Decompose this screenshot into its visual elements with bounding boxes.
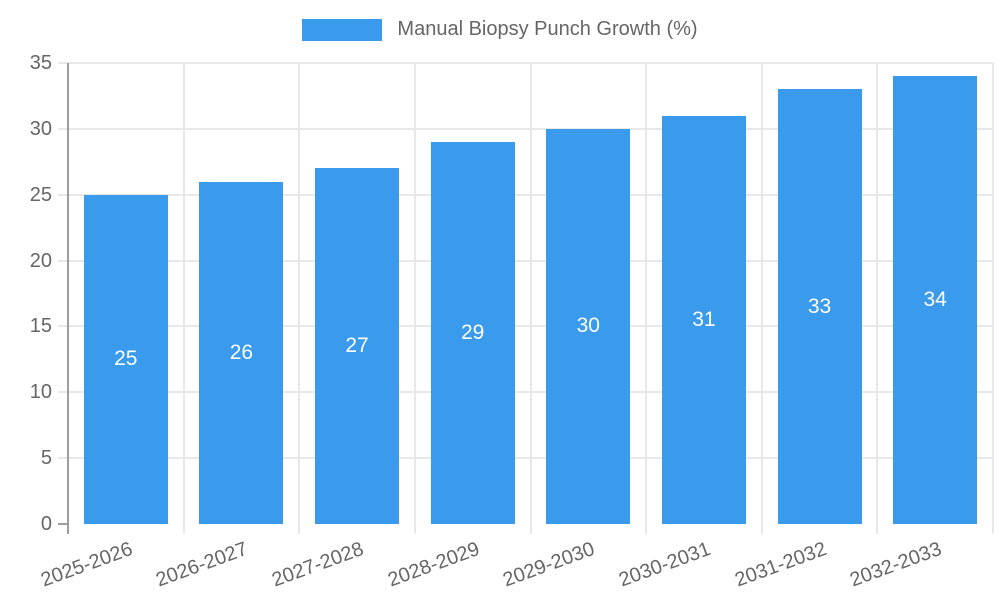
x-tick bbox=[298, 524, 301, 534]
y-tick bbox=[58, 325, 68, 328]
y-tick bbox=[58, 457, 68, 460]
y-tick-label: 25 bbox=[29, 183, 52, 206]
x-tick bbox=[529, 524, 532, 534]
y-tick bbox=[58, 193, 68, 196]
x-gridline bbox=[645, 63, 648, 524]
bar-value-label: 31 bbox=[692, 307, 716, 331]
x-gridline bbox=[182, 63, 185, 524]
y-tick-label: 0 bbox=[40, 513, 52, 535]
y-tick-label: 30 bbox=[29, 117, 52, 140]
bar[interactable] bbox=[430, 142, 515, 524]
y-tick-label: 15 bbox=[29, 315, 52, 338]
bar-value-label: 34 bbox=[923, 288, 947, 312]
bar-value-label: 26 bbox=[229, 340, 254, 364]
y-tick bbox=[58, 523, 68, 525]
y-tick-label: 10 bbox=[29, 381, 52, 404]
x-gridline bbox=[992, 63, 994, 524]
y-tick bbox=[58, 391, 68, 394]
bar-value-label: 30 bbox=[576, 314, 600, 338]
bar[interactable] bbox=[199, 181, 284, 524]
y-tick bbox=[58, 259, 68, 262]
y-tick bbox=[58, 62, 68, 64]
y-tick-label: 5 bbox=[40, 447, 52, 470]
x-gridline bbox=[876, 63, 879, 524]
x-gridline bbox=[298, 63, 301, 524]
x-tick bbox=[182, 524, 185, 534]
bar-value-label: 27 bbox=[345, 334, 369, 358]
bar[interactable] bbox=[546, 128, 631, 524]
x-gridline bbox=[760, 63, 763, 524]
y-axis-line bbox=[67, 63, 69, 534]
x-tick bbox=[876, 524, 879, 534]
x-tick bbox=[760, 524, 763, 534]
bar-value-label: 29 bbox=[461, 321, 485, 344]
bar[interactable] bbox=[83, 194, 168, 524]
bar-value-label: 33 bbox=[807, 294, 832, 318]
x-gridline bbox=[413, 63, 416, 524]
bar[interactable] bbox=[777, 89, 862, 524]
y-tick-label: 35 bbox=[29, 52, 52, 74]
bar[interactable] bbox=[893, 76, 978, 524]
legend[interactable]: Manual Biopsy Punch Growth (%) bbox=[0, 18, 1000, 41]
x-tick bbox=[992, 524, 994, 534]
x-tick bbox=[645, 524, 648, 534]
x-gridline bbox=[529, 63, 532, 524]
y-tick bbox=[58, 127, 68, 130]
bar-value-label: 25 bbox=[114, 347, 138, 371]
legend-color-swatch bbox=[302, 18, 383, 41]
bar[interactable] bbox=[315, 168, 400, 524]
x-tick bbox=[413, 524, 416, 534]
legend-label: Manual Biopsy Punch Growth (%) bbox=[397, 18, 698, 40]
y-tick-label: 20 bbox=[29, 249, 52, 272]
bar[interactable] bbox=[661, 115, 746, 524]
